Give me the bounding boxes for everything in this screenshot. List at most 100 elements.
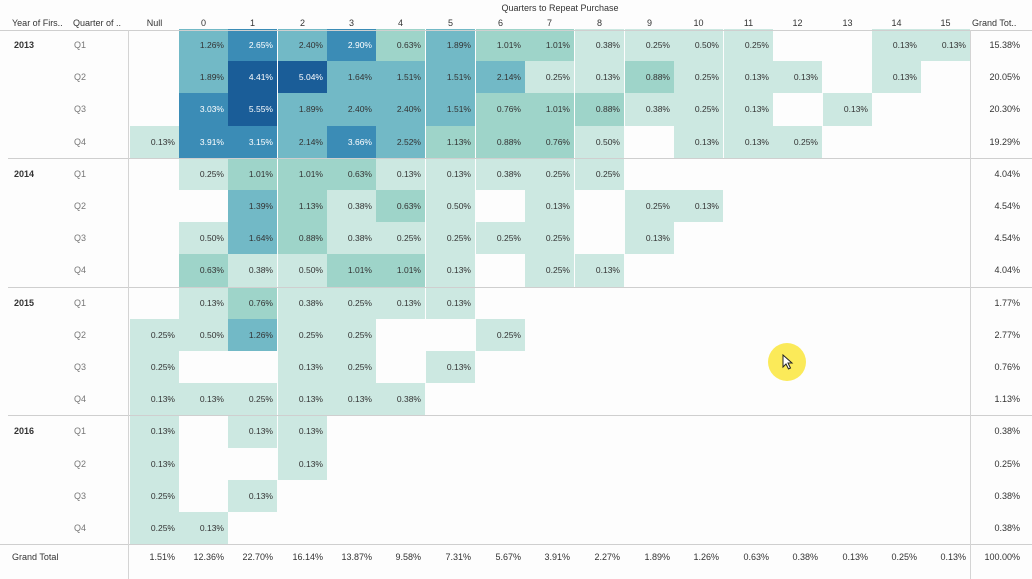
- quarter-label[interactable]: Q3: [74, 362, 87, 372]
- heatmap-cell[interactable]: 1.01%: [376, 254, 425, 287]
- heatmap-cell[interactable]: 0.25%: [130, 512, 179, 545]
- heatmap-cell[interactable]: 0.13%: [426, 351, 475, 384]
- year-label[interactable]: 2014: [14, 168, 35, 179]
- heatmap-cell[interactable]: 1.89%: [278, 93, 327, 126]
- heatmap-cell[interactable]: 5.55%: [228, 93, 277, 126]
- heatmap-cell[interactable]: 2.90%: [327, 29, 376, 62]
- quarter-label[interactable]: Q1: [74, 426, 87, 437]
- heatmap-cell[interactable]: 0.13%: [130, 415, 179, 448]
- quarter-label[interactable]: Q3: [74, 104, 87, 115]
- heatmap-cell[interactable]: 1.51%: [426, 93, 475, 126]
- heatmap-cell[interactable]: 0.13%: [575, 254, 624, 287]
- heatmap-cell[interactable]: 0.38%: [278, 286, 327, 319]
- heatmap-cell[interactable]: 0.13%: [724, 93, 773, 126]
- heatmap-cell[interactable]: 2.40%: [327, 93, 376, 126]
- column-header[interactable]: 14: [891, 18, 902, 28]
- heatmap-cell[interactable]: 0.38%: [575, 29, 624, 62]
- quarter-label[interactable]: Q1: [74, 168, 87, 179]
- heatmap-cell[interactable]: 3.66%: [327, 125, 376, 158]
- heatmap-cell[interactable]: 0.13%: [278, 415, 327, 448]
- column-header[interactable]: Null: [146, 18, 163, 28]
- heatmap-cell[interactable]: 0.13%: [130, 383, 179, 416]
- heatmap-cell[interactable]: 0.38%: [327, 222, 376, 255]
- heatmap-cell[interactable]: 0.88%: [278, 222, 327, 255]
- heatmap-cell[interactable]: 3.03%: [179, 93, 228, 126]
- heatmap-cell[interactable]: 0.25%: [327, 286, 376, 319]
- heatmap-cell[interactable]: 0.25%: [625, 29, 674, 62]
- heatmap-cell[interactable]: 1.89%: [179, 61, 228, 94]
- heatmap-cell[interactable]: 1.13%: [426, 125, 475, 158]
- heatmap-cell[interactable]: 1.26%: [228, 318, 277, 351]
- heatmap-cell[interactable]: 0.25%: [525, 61, 574, 94]
- heatmap-cell[interactable]: 0.38%: [625, 93, 674, 126]
- grand-total-label[interactable]: Grand Total: [12, 552, 59, 562]
- heatmap-cell[interactable]: 0.13%: [674, 190, 723, 223]
- column-header[interactable]: 3: [348, 18, 354, 28]
- column-header[interactable]: 13: [842, 18, 853, 28]
- heatmap-cell[interactable]: 0.50%: [674, 29, 723, 62]
- heatmap-cell[interactable]: 1.64%: [327, 61, 376, 94]
- heatmap-cell[interactable]: 3.91%: [179, 125, 228, 158]
- heatmap-cell[interactable]: 1.51%: [376, 61, 425, 94]
- heatmap-cell[interactable]: 1.01%: [525, 29, 574, 62]
- heatmap-cell[interactable]: 2.14%: [278, 125, 327, 158]
- column-header[interactable]: 9: [646, 18, 652, 28]
- heatmap-cell[interactable]: 0.25%: [525, 254, 574, 287]
- heatmap-cell[interactable]: 0.13%: [228, 479, 277, 512]
- heatmap-cell[interactable]: 0.38%: [476, 157, 525, 190]
- heatmap-cell[interactable]: 1.26%: [179, 29, 228, 62]
- quarter-label[interactable]: Q2: [74, 72, 87, 83]
- heatmap-cell[interactable]: 0.25%: [376, 222, 425, 255]
- column-header[interactable]: 1: [249, 18, 255, 28]
- heatmap-cell[interactable]: 0.13%: [426, 254, 475, 287]
- column-header[interactable]: 5: [447, 18, 453, 28]
- heatmap-cell[interactable]: 0.50%: [575, 125, 624, 158]
- heatmap-cell[interactable]: 0.13%: [179, 383, 228, 416]
- quarter-label[interactable]: Q2: [74, 458, 87, 469]
- heatmap-cell[interactable]: 0.13%: [872, 29, 921, 62]
- heatmap-cell[interactable]: 0.25%: [476, 222, 525, 255]
- heatmap-cell[interactable]: 2.65%: [228, 29, 277, 62]
- quarter-label[interactable]: Q4: [74, 523, 87, 533]
- heatmap-cell[interactable]: 0.76%: [228, 286, 277, 319]
- heatmap-cell[interactable]: 2.40%: [278, 29, 327, 62]
- heatmap-cell[interactable]: 0.13%: [575, 61, 624, 94]
- heatmap-cell[interactable]: 0.13%: [921, 29, 970, 62]
- heatmap-cell[interactable]: 0.13%: [130, 447, 179, 480]
- heatmap-cell[interactable]: 0.13%: [724, 61, 773, 94]
- heatmap-cell[interactable]: 0.13%: [525, 190, 574, 223]
- heatmap-cell[interactable]: 2.14%: [476, 61, 525, 94]
- heatmap-cell[interactable]: 0.76%: [476, 93, 525, 126]
- column-header[interactable]: 4: [397, 18, 403, 28]
- heatmap-cell[interactable]: 0.50%: [278, 254, 327, 287]
- heatmap-cell[interactable]: 0.13%: [376, 157, 425, 190]
- heatmap-cell[interactable]: 2.52%: [376, 125, 425, 158]
- quarter-label[interactable]: Q3: [74, 490, 87, 501]
- heatmap-cell[interactable]: 1.01%: [278, 157, 327, 190]
- column-header[interactable]: 15: [940, 18, 951, 28]
- heatmap-cell[interactable]: 2.40%: [376, 93, 425, 126]
- heatmap-cell[interactable]: 0.13%: [625, 222, 674, 255]
- column-header[interactable]: 11: [743, 18, 754, 28]
- heatmap-cell[interactable]: 0.13%: [278, 351, 327, 384]
- heatmap-cell[interactable]: 0.38%: [327, 190, 376, 223]
- heatmap-cell[interactable]: 1.01%: [525, 93, 574, 126]
- quarter-label[interactable]: Q4: [74, 265, 87, 276]
- column-header[interactable]: 2: [299, 18, 305, 28]
- grand-total-column-header[interactable]: Grand Tot..: [972, 18, 1017, 28]
- row-header-quarter[interactable]: Quarter of ..: [73, 18, 122, 28]
- heatmap-cell[interactable]: 0.13%: [823, 93, 872, 126]
- heatmap-cell[interactable]: 0.25%: [674, 61, 723, 94]
- heatmap-cell[interactable]: 0.25%: [327, 351, 376, 384]
- heatmap-cell[interactable]: 0.50%: [179, 222, 228, 255]
- heatmap-cell[interactable]: 0.25%: [130, 479, 179, 512]
- heatmap-cell[interactable]: 0.50%: [179, 318, 228, 351]
- heatmap-cell[interactable]: 0.13%: [130, 125, 179, 158]
- quarter-label[interactable]: Q1: [74, 297, 87, 308]
- heatmap-cell[interactable]: 0.25%: [130, 351, 179, 384]
- heatmap-cell[interactable]: 0.38%: [376, 383, 425, 416]
- heatmap-cell[interactable]: 0.25%: [278, 318, 327, 351]
- heatmap-cell[interactable]: 0.13%: [179, 512, 228, 545]
- heatmap-cell[interactable]: 1.13%: [278, 190, 327, 223]
- heatmap-cell[interactable]: 4.41%: [228, 61, 277, 94]
